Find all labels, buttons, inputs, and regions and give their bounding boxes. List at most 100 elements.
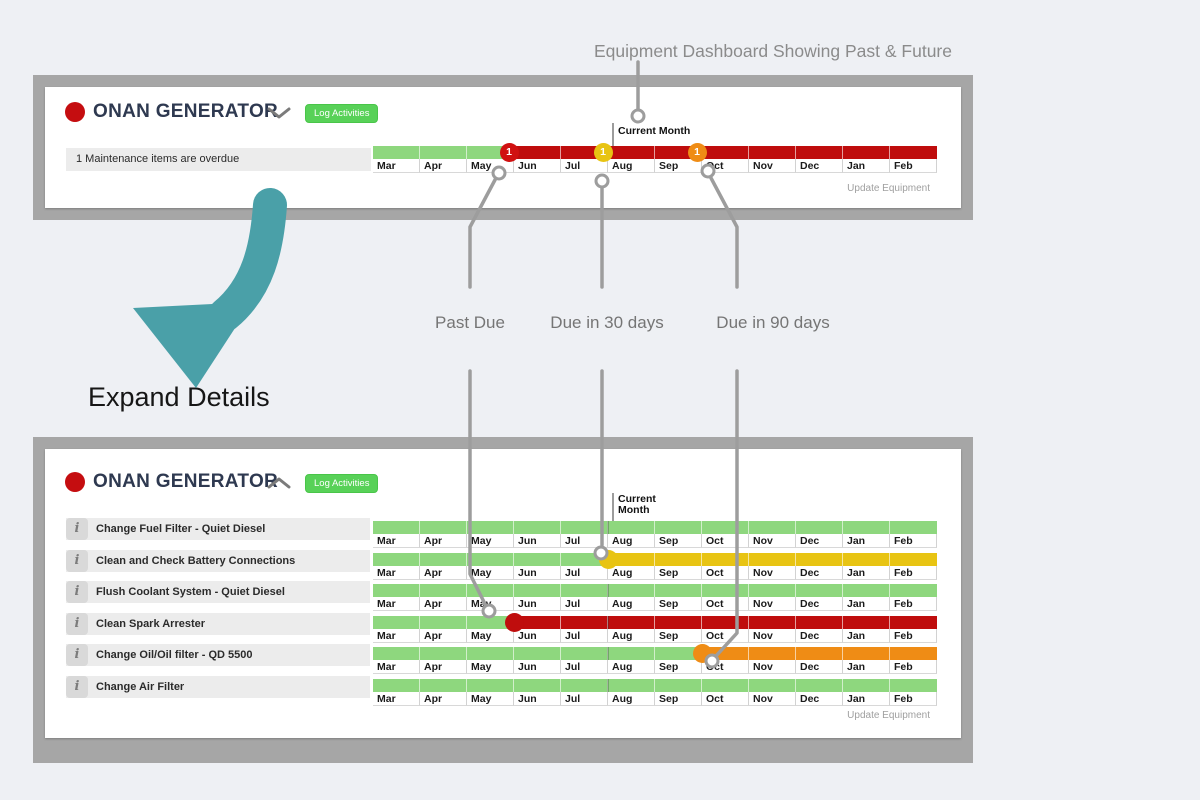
month-segment (514, 552, 561, 566)
month-label: Jul (561, 159, 608, 173)
month-label: Dec (796, 534, 843, 548)
month-segment (514, 146, 561, 159)
month-segment (420, 146, 467, 159)
month-label: Sep (655, 660, 702, 675)
month-label: Aug (608, 159, 655, 173)
info-icon[interactable]: i (66, 612, 88, 635)
current-month-separator (607, 615, 609, 629)
month-segment (514, 647, 561, 661)
current-month-label: Current Month (618, 493, 656, 516)
month-label: Jan (843, 660, 890, 675)
month-label: Aug (608, 692, 655, 706)
month-segment (420, 584, 467, 598)
month-label: Jun (514, 660, 561, 675)
month-segment (373, 552, 420, 566)
row-timeline-months: Mar Apr May Jun Jul Aug Sep Oct Nov Dec Jan Feb (373, 628, 937, 643)
month-label: Oct (702, 660, 749, 675)
month-label: Sep (655, 597, 702, 612)
month-segment (890, 647, 937, 661)
month-segment (749, 679, 796, 692)
month-segment (749, 615, 796, 629)
due-date-dot (504, 612, 524, 632)
maintenance-row-label-bar: i Change Oil/Oil filter - QD 5500 (66, 644, 370, 667)
equipment-name: ONAN GENERATOR (93, 471, 279, 492)
maintenance-count-badge[interactable]: 1 (593, 143, 613, 162)
month-label: Dec (796, 159, 843, 173)
current-month-label: Current Month (618, 125, 691, 137)
log-activities-button[interactable]: Log Activities (305, 104, 379, 123)
month-label: Jan (843, 597, 890, 612)
month-segment (561, 679, 608, 692)
month-segment (373, 584, 420, 598)
month-segment (655, 615, 702, 629)
month-label: Nov (749, 159, 796, 173)
info-icon[interactable]: i (66, 581, 88, 604)
month-segment (702, 584, 749, 598)
month-label: Jul (561, 565, 608, 580)
month-label: Dec (796, 660, 843, 675)
log-activities-button[interactable]: Log Activities (305, 474, 379, 493)
month-label: Jun (514, 692, 561, 706)
month-label: Sep (655, 692, 702, 706)
maintenance-task-label: Change Fuel Filter - Quiet Diesel (96, 523, 266, 535)
info-icon[interactable]: i (66, 676, 88, 698)
month-label: Mar (373, 628, 420, 643)
month-label: May (467, 660, 514, 675)
month-segment (749, 146, 796, 159)
update-equipment-link[interactable]: Update Equipment (847, 183, 930, 194)
month-label: Jan (843, 534, 890, 548)
month-label: Jun (514, 159, 561, 173)
month-label: May (467, 597, 514, 612)
maintenance-row: i Change Air Filter Mar Apr May Jun Jul Aug Se… (0, 676, 961, 707)
month-segment (561, 584, 608, 598)
row-timeline-bar (373, 584, 937, 598)
month-segment (749, 521, 796, 534)
chevron-down-icon[interactable] (266, 106, 292, 125)
month-segment (561, 615, 608, 629)
month-label: Oct (702, 159, 749, 173)
maintenance-count-badge[interactable]: 1 (687, 143, 707, 162)
month-label: Dec (796, 628, 843, 643)
info-icon[interactable]: i (66, 549, 88, 572)
maintenance-count-badge[interactable]: 1 (499, 143, 519, 162)
equipment-name: ONAN GENERATOR (93, 101, 279, 122)
month-segment (843, 615, 890, 629)
update-equipment-link[interactable]: Update Equipment (847, 710, 930, 721)
maintenance-row: i Flush Coolant System - Quiet Diesel Ma… (0, 581, 961, 612)
month-label: Nov (749, 597, 796, 612)
maintenance-row-label-bar: i Clean and Check Battery Connections (66, 549, 370, 572)
info-icon[interactable]: i (66, 644, 88, 667)
month-label: Jul (561, 660, 608, 675)
month-label: Apr (420, 159, 467, 173)
month-segment (890, 679, 937, 692)
current-month-tick (612, 493, 614, 521)
month-label: Aug (608, 534, 655, 548)
month-label: Apr (420, 597, 467, 612)
month-segment (467, 679, 514, 692)
month-segment (796, 146, 843, 159)
month-label: Aug (608, 660, 655, 675)
current-month-separator (607, 647, 609, 661)
month-label: Feb (890, 628, 937, 643)
month-segment (655, 521, 702, 534)
month-label: May (467, 534, 514, 548)
maintenance-row-label-bar: i Change Air Filter (66, 676, 370, 698)
maintenance-task-label: Change Oil/Oil filter - QD 5500 (96, 649, 253, 662)
chevron-up-icon[interactable] (266, 476, 292, 495)
month-segment (702, 521, 749, 534)
month-segment (467, 647, 514, 661)
info-icon[interactable]: i (66, 518, 88, 540)
month-segment (843, 521, 890, 534)
top-timeline-months: Mar Apr May Jun Jul Aug Sep Oct Nov Dec Jan Feb (373, 159, 937, 173)
month-segment (420, 647, 467, 661)
month-label: Oct (702, 565, 749, 580)
month-label: Nov (749, 692, 796, 706)
month-label: Oct (702, 534, 749, 548)
month-segment (420, 679, 467, 692)
month-label: Aug (608, 565, 655, 580)
month-segment (749, 584, 796, 598)
month-segment (890, 146, 937, 159)
month-label: May (467, 628, 514, 643)
month-label: Oct (702, 628, 749, 643)
current-month-separator (607, 584, 609, 598)
